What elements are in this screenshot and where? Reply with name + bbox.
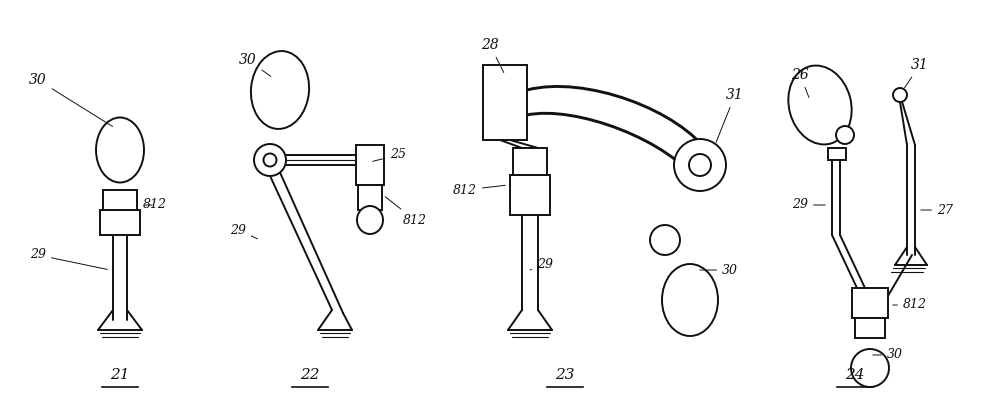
Ellipse shape bbox=[662, 264, 718, 336]
Ellipse shape bbox=[674, 139, 726, 191]
Ellipse shape bbox=[264, 154, 276, 166]
Text: 29: 29 bbox=[792, 198, 825, 212]
Text: 23: 23 bbox=[555, 368, 575, 382]
Ellipse shape bbox=[689, 154, 711, 176]
Ellipse shape bbox=[357, 206, 383, 234]
Text: 21: 21 bbox=[110, 368, 130, 382]
Text: 29: 29 bbox=[30, 248, 107, 270]
Text: 26: 26 bbox=[791, 68, 809, 98]
Ellipse shape bbox=[96, 118, 144, 182]
Ellipse shape bbox=[650, 225, 680, 255]
Ellipse shape bbox=[851, 349, 889, 387]
Text: 30: 30 bbox=[700, 264, 738, 276]
Text: 30: 30 bbox=[239, 53, 271, 76]
Ellipse shape bbox=[254, 144, 286, 176]
Text: 22: 22 bbox=[300, 368, 320, 382]
Text: 31: 31 bbox=[716, 88, 744, 142]
Bar bbox=[103, 190, 137, 210]
Bar bbox=[510, 175, 550, 215]
Ellipse shape bbox=[251, 51, 309, 129]
Bar bbox=[358, 185, 382, 210]
Bar bbox=[852, 288, 888, 318]
Bar bbox=[855, 318, 885, 338]
Text: 29: 29 bbox=[530, 258, 553, 272]
Ellipse shape bbox=[836, 126, 854, 144]
Text: 28: 28 bbox=[481, 38, 504, 72]
Text: 812: 812 bbox=[453, 184, 505, 196]
Text: 27: 27 bbox=[921, 204, 953, 216]
Ellipse shape bbox=[893, 88, 907, 102]
Text: 25: 25 bbox=[373, 148, 406, 162]
Text: 812: 812 bbox=[385, 197, 427, 226]
Bar bbox=[356, 145, 384, 185]
Bar bbox=[483, 65, 527, 140]
Text: 812: 812 bbox=[143, 198, 167, 212]
Text: 812: 812 bbox=[893, 298, 927, 312]
Bar bbox=[100, 210, 140, 235]
Ellipse shape bbox=[788, 66, 852, 144]
Text: 30: 30 bbox=[873, 348, 903, 362]
Bar bbox=[513, 148, 547, 175]
Bar bbox=[828, 148, 846, 160]
Text: 31: 31 bbox=[905, 58, 929, 88]
Text: 24: 24 bbox=[845, 368, 865, 382]
Text: 30: 30 bbox=[29, 73, 113, 126]
Text: 29: 29 bbox=[230, 224, 257, 239]
